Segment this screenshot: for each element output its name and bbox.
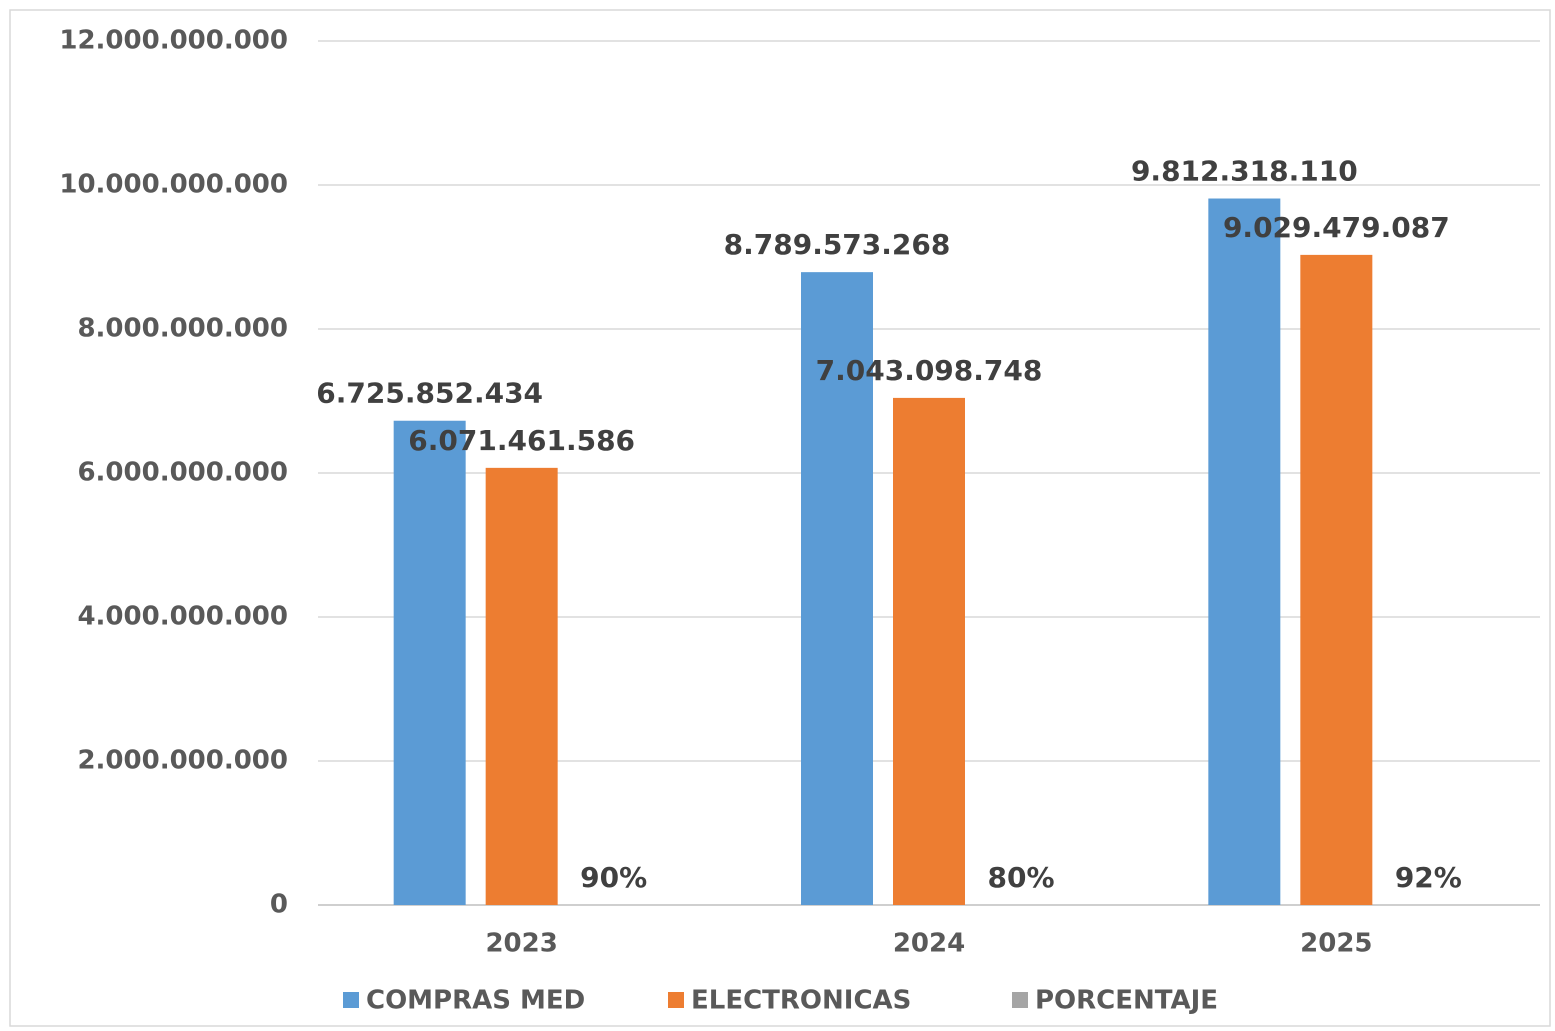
value-label: 6.725.852.434 — [316, 377, 543, 410]
bar — [1208, 198, 1281, 906]
x-tick-label: 2024 — [893, 929, 965, 959]
value-label: 7.043.098.748 — [816, 354, 1043, 387]
value-label: 90% — [580, 861, 647, 894]
x-tick-label: 2023 — [485, 929, 557, 959]
value-label: 9.029.479.087 — [1223, 211, 1450, 244]
legend-swatch — [1012, 992, 1028, 1008]
legend-label: ELECTRONICAS — [691, 986, 911, 1016]
y-tick-label: 6.000.000.000 — [77, 458, 288, 488]
bar — [893, 397, 965, 905]
bar — [1300, 254, 1373, 905]
legend-label: COMPRAS MED — [366, 986, 585, 1016]
y-tick-label: 8.000.000.000 — [77, 314, 288, 344]
legend-swatch — [668, 992, 684, 1008]
value-label: 8.789.573.268 — [724, 228, 951, 261]
bar — [801, 272, 873, 905]
y-tick-label: 12.000.000.000 — [59, 26, 288, 56]
y-tick-label: 4.000.000.000 — [77, 602, 288, 632]
x-tick-label: 2025 — [1300, 929, 1372, 959]
value-label: 80% — [987, 861, 1054, 894]
bar — [485, 467, 558, 905]
y-tick-label: 10.000.000.000 — [59, 170, 288, 200]
bar — [393, 420, 466, 905]
y-tick-label: 0 — [270, 890, 288, 920]
value-label: 9.812.318.110 — [1131, 155, 1358, 188]
value-label: 92% — [1395, 861, 1462, 894]
legend-label: PORCENTAJE — [1035, 986, 1218, 1016]
y-tick-label: 2.000.000.000 — [77, 746, 288, 776]
value-label: 6.071.461.586 — [408, 424, 635, 457]
chart-border — [9, 9, 1551, 1027]
legend-swatch — [343, 992, 359, 1008]
